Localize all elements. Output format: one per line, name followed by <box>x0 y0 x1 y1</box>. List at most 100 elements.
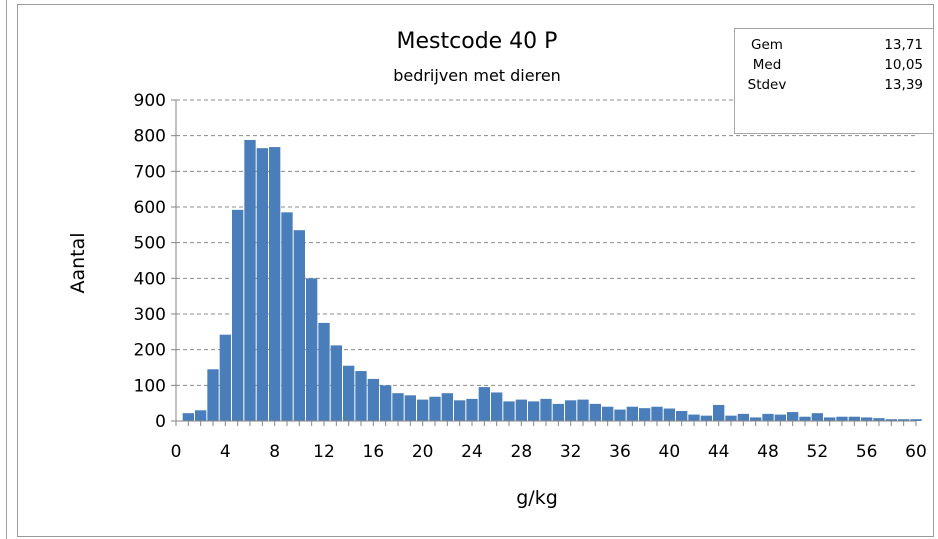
x-tick-label: 4 <box>220 442 231 462</box>
x-tick-label: 0 <box>171 442 182 462</box>
histogram-bar <box>269 147 281 421</box>
bars <box>182 139 922 422</box>
histogram-bar <box>824 417 836 421</box>
histogram-bar <box>848 416 860 421</box>
left-border-line <box>6 0 7 539</box>
histogram-bar <box>293 230 305 421</box>
histogram-bar <box>861 417 873 421</box>
y-tick-label: 700 <box>134 162 166 182</box>
histogram-bar <box>306 278 318 421</box>
histogram-bar <box>725 415 737 421</box>
histogram-bar <box>663 408 675 421</box>
x-tick-label: 12 <box>313 442 335 462</box>
stat-row-median: Med 10,05 <box>735 57 935 77</box>
histogram-bar <box>910 419 922 421</box>
histogram-bar <box>700 415 712 421</box>
histogram-bar <box>343 365 355 421</box>
histogram-bar <box>503 401 515 421</box>
x-tick-label: 16 <box>363 442 385 462</box>
histogram-bar <box>244 139 256 422</box>
histogram-bar <box>676 411 688 421</box>
chart-subtitle: bedrijven met dieren <box>393 66 561 85</box>
histogram-bar <box>762 413 774 421</box>
histogram-bar <box>515 399 527 421</box>
histogram-bar <box>688 414 700 421</box>
x-tick-label: 20 <box>412 442 434 462</box>
histogram-bar <box>614 409 626 421</box>
histogram-bar <box>540 398 552 421</box>
histogram-bar <box>651 406 663 421</box>
x-tick-label: 40 <box>659 442 681 462</box>
histogram-bar <box>799 416 811 421</box>
histogram-bar <box>885 419 897 421</box>
histogram-bar <box>713 404 725 421</box>
histogram-bar <box>367 378 379 421</box>
stat-value: 13,39 <box>884 77 923 93</box>
histogram-bar <box>207 369 219 421</box>
histogram-bar <box>355 371 367 421</box>
histogram-bar <box>318 322 330 421</box>
histogram-bar <box>478 387 490 421</box>
x-tick-label: 28 <box>511 442 533 462</box>
histogram-bar <box>491 392 503 421</box>
histogram-bar <box>589 403 601 421</box>
y-tick-label: 200 <box>134 341 166 361</box>
histogram-bar <box>256 148 268 421</box>
chart-title: Mestcode 40 P <box>397 29 558 54</box>
x-axis-label: g/kg <box>516 487 558 509</box>
x-tick-label: 32 <box>560 442 582 462</box>
histogram-bar <box>873 418 885 421</box>
x-tick-label: 8 <box>269 442 280 462</box>
x-tick-label: 60 <box>905 442 927 462</box>
x-tick-label: 44 <box>708 442 730 462</box>
histogram-bar <box>528 401 540 421</box>
histogram-bar <box>836 416 848 421</box>
histogram-bar <box>454 400 466 421</box>
histogram-bar <box>466 398 478 421</box>
x-tick-label: 52 <box>807 442 829 462</box>
y-tick-label: 100 <box>134 376 166 396</box>
histogram-bar <box>330 345 342 421</box>
histogram-bar <box>626 406 638 421</box>
histogram-bar <box>417 399 429 421</box>
histogram-bar <box>552 403 564 421</box>
histogram-bar <box>774 414 786 421</box>
axes <box>171 99 917 426</box>
x-tick-label: 48 <box>757 442 779 462</box>
statistics-box: Gem 13,71 Med 10,05 Stdev 13,39 <box>734 28 934 134</box>
histogram-bar <box>639 408 651 421</box>
histogram-bar <box>737 413 749 421</box>
stat-label: Stdev <box>747 77 787 93</box>
histogram-bar <box>811 413 823 421</box>
y-tick-label: 500 <box>134 234 166 254</box>
y-tick-label: 800 <box>134 127 166 147</box>
histogram-bar <box>404 395 416 421</box>
chart-frame: 0 100 200 300 400 500 600 700 800 900 0 4 8 12 16 20 24 2… <box>17 4 934 537</box>
histogram-bar <box>429 396 441 421</box>
x-tick-label: 24 <box>461 442 483 462</box>
y-tick-label: 900 <box>134 91 166 111</box>
histogram-bar <box>232 209 244 421</box>
histogram-bar <box>281 212 293 421</box>
x-tick-label: 56 <box>856 442 878 462</box>
stat-value: 10,05 <box>884 57 923 73</box>
y-tick-label: 600 <box>134 198 166 218</box>
histogram-bar <box>750 417 762 421</box>
stat-row-mean: Gem 13,71 <box>735 37 935 57</box>
stat-label: Gem <box>751 37 783 53</box>
histogram-bar <box>441 393 453 421</box>
x-tick-label: 36 <box>609 442 631 462</box>
y-tick-label: 300 <box>134 305 166 325</box>
histogram-bar <box>898 419 910 421</box>
histogram-bar <box>602 406 614 421</box>
stat-value: 13,71 <box>884 37 923 53</box>
histogram-bar <box>195 410 207 421</box>
y-tick-label: 400 <box>134 269 166 289</box>
histogram-bar <box>182 413 194 421</box>
histogram-bar <box>380 385 392 421</box>
y-tick-label: 0 <box>155 412 166 432</box>
y-axis-label: Aantal <box>67 232 89 293</box>
histogram-bar <box>219 334 231 421</box>
stat-label: Med <box>752 57 782 73</box>
